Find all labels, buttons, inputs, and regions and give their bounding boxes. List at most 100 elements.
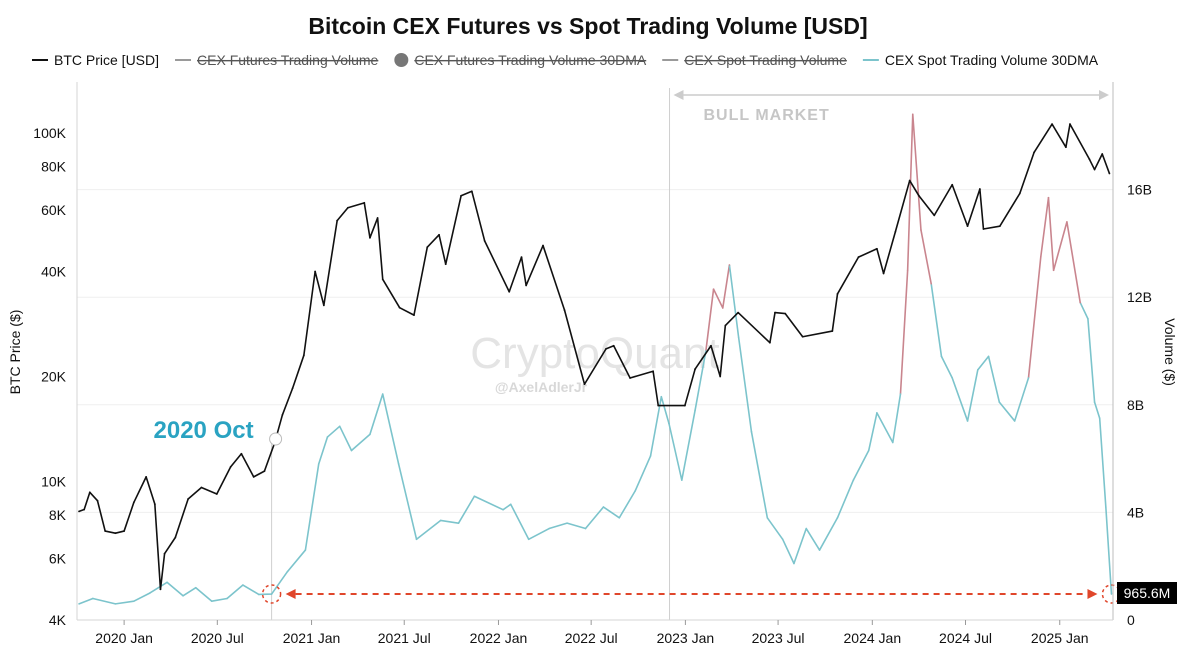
spot-volume-point-12 <box>270 593 273 595</box>
btc-price-point-11 <box>163 552 166 555</box>
legend-item-0[interactable]: BTC Price [USD] <box>32 52 159 68</box>
spot-volume-point-59 <box>920 229 922 231</box>
spot-volume-point-64 <box>977 369 979 371</box>
btc-price-point-7 <box>132 501 135 504</box>
btc-price-point-26 <box>336 219 339 222</box>
spot-volume-point-69 <box>1039 256 1042 258</box>
x-tick-label-7: 2023 Jul <box>752 630 805 646</box>
btc-price-point-48 <box>629 377 631 379</box>
left-tick-label-0: 4K <box>49 612 67 628</box>
spot-volume-point-77 <box>1105 506 1107 508</box>
spot-volume-point-72 <box>1066 221 1068 223</box>
spot-volume-point-13 <box>286 570 289 573</box>
spot-volume-point-3 <box>133 600 135 602</box>
btc-price-point-76 <box>1033 151 1036 154</box>
btc-price-point-28 <box>363 201 366 204</box>
spot-volume-point-41 <box>712 288 715 290</box>
bull-market-arrow-left-head <box>673 90 684 100</box>
btc-price-point-4 <box>104 530 107 532</box>
legend-item-2[interactable]: CEX Futures Trading Volume 30DMA <box>394 52 647 68</box>
btc-price-point-58 <box>774 311 776 314</box>
spot-volume-30dma-line-2 <box>728 264 902 565</box>
annotations-back: BULL MARKET <box>271 88 1109 620</box>
btc-price-point-79 <box>1069 123 1071 125</box>
btc-price-point-13 <box>187 498 190 500</box>
btc-price-point-24 <box>314 270 317 273</box>
spot-volume-point-21 <box>397 463 400 465</box>
legend-label-1: CEX Futures Trading Volume <box>197 52 379 68</box>
legend-label-2: CEX Futures Trading Volume 30DMA <box>414 52 647 68</box>
x-tick-label-3: 2021 Jul <box>378 630 431 646</box>
spot-volume-point-29 <box>548 527 550 530</box>
spot-volume-30dma-line-6 <box>1079 302 1113 595</box>
spot-volume-point-38 <box>681 479 683 481</box>
btc-price-point-33 <box>413 314 415 317</box>
btc-price-point-2 <box>88 491 91 494</box>
btc-price-point-52 <box>694 368 697 370</box>
legend-label-4: CEX Spot Trading Volume 30DMA <box>885 52 1099 68</box>
btc-price-point-15 <box>215 493 218 495</box>
btc-price-point-69 <box>933 214 936 217</box>
btc-price-point-9 <box>153 503 156 506</box>
btc-price-point-51 <box>683 404 686 407</box>
btc-price-point-61 <box>831 330 834 332</box>
btc-price-point-65 <box>882 272 885 275</box>
compare-start-circle <box>261 584 282 604</box>
spot-volume-30dma-line-5 <box>1027 196 1082 378</box>
btc-price-point-23 <box>302 354 305 357</box>
legend-item-4[interactable]: CEX Spot Trading Volume 30DMA <box>862 52 1099 68</box>
spot-volume-point-2 <box>114 603 117 605</box>
btc-price-point-57 <box>768 341 771 344</box>
spot-volume-point-5 <box>166 581 168 584</box>
btc-price-point-34 <box>426 246 429 249</box>
right-tick-label-2: 8B <box>1127 397 1144 413</box>
left-tick-label-1: 6K <box>49 551 67 567</box>
bull-market-label: BULL MARKET <box>704 107 830 124</box>
oct-label: 2020 Oct <box>154 417 254 444</box>
spot-volume-point-49 <box>805 527 808 530</box>
spot-volume-point-47 <box>781 538 784 541</box>
btc-price-point-68 <box>918 194 920 197</box>
spot-volume-point-50 <box>818 549 821 551</box>
legend-item-1[interactable]: CEX Futures Trading Volume <box>175 52 379 68</box>
spot-volume-point-70 <box>1047 196 1050 199</box>
btc-price-point-67 <box>908 179 911 182</box>
spot-volume-point-1 <box>92 597 94 600</box>
btc-price-point-3 <box>96 499 99 502</box>
btc-price-point-31 <box>381 278 384 281</box>
btc-price-point-43 <box>542 244 544 247</box>
left-tick-label-4: 20K <box>41 368 67 384</box>
legend-label-3: CEX Spot Trading Volume <box>684 52 847 68</box>
right-tick-label-3: 12B <box>1127 289 1152 305</box>
spot-volume-point-10 <box>242 584 244 586</box>
spot-volume-point-37 <box>668 422 670 425</box>
spot-volume-point-45 <box>750 430 753 433</box>
btc-price-point-74 <box>998 225 1001 228</box>
x-tick-label-6: 2023 Jan <box>657 630 715 646</box>
spot-volume-point-20 <box>381 393 384 395</box>
btc-price-point-54 <box>719 375 722 378</box>
spot-volume-point-30 <box>566 522 568 524</box>
btc-price-point-5 <box>114 532 117 535</box>
spot-volume-point-0 <box>78 603 80 605</box>
spot-volume-point-26 <box>502 508 504 511</box>
last-value-tag: 965.6M <box>1117 582 1177 604</box>
spot-volume-point-63 <box>966 420 969 422</box>
btc-price-point-63 <box>857 256 860 259</box>
spot-volume-point-76 <box>1098 417 1101 420</box>
spot-volume-point-44 <box>737 336 740 339</box>
legend-item-3[interactable]: CEX Spot Trading Volume <box>662 52 847 68</box>
btc-price-point-80 <box>1088 158 1091 161</box>
btc-price-point-56 <box>737 311 740 314</box>
spot-volume-point-67 <box>1013 420 1016 422</box>
x-tick-label-5: 2022 Jul <box>565 630 618 646</box>
x-axis-ticks: 2020 Jan 2020 Jul 2021 Jan 2021 Jul 2022 Jan… <box>95 620 1089 646</box>
btc-price-point-39 <box>483 239 486 242</box>
btc-price-point-64 <box>876 247 878 250</box>
btc-price-point-81 <box>1093 168 1096 171</box>
spot-volume-point-75 <box>1093 401 1096 403</box>
spot-volume-point-24 <box>457 522 460 524</box>
last-value-text: 965.6M <box>1124 585 1171 601</box>
btc-price-point-29 <box>369 236 371 239</box>
spot-volume-point-11 <box>257 593 260 596</box>
